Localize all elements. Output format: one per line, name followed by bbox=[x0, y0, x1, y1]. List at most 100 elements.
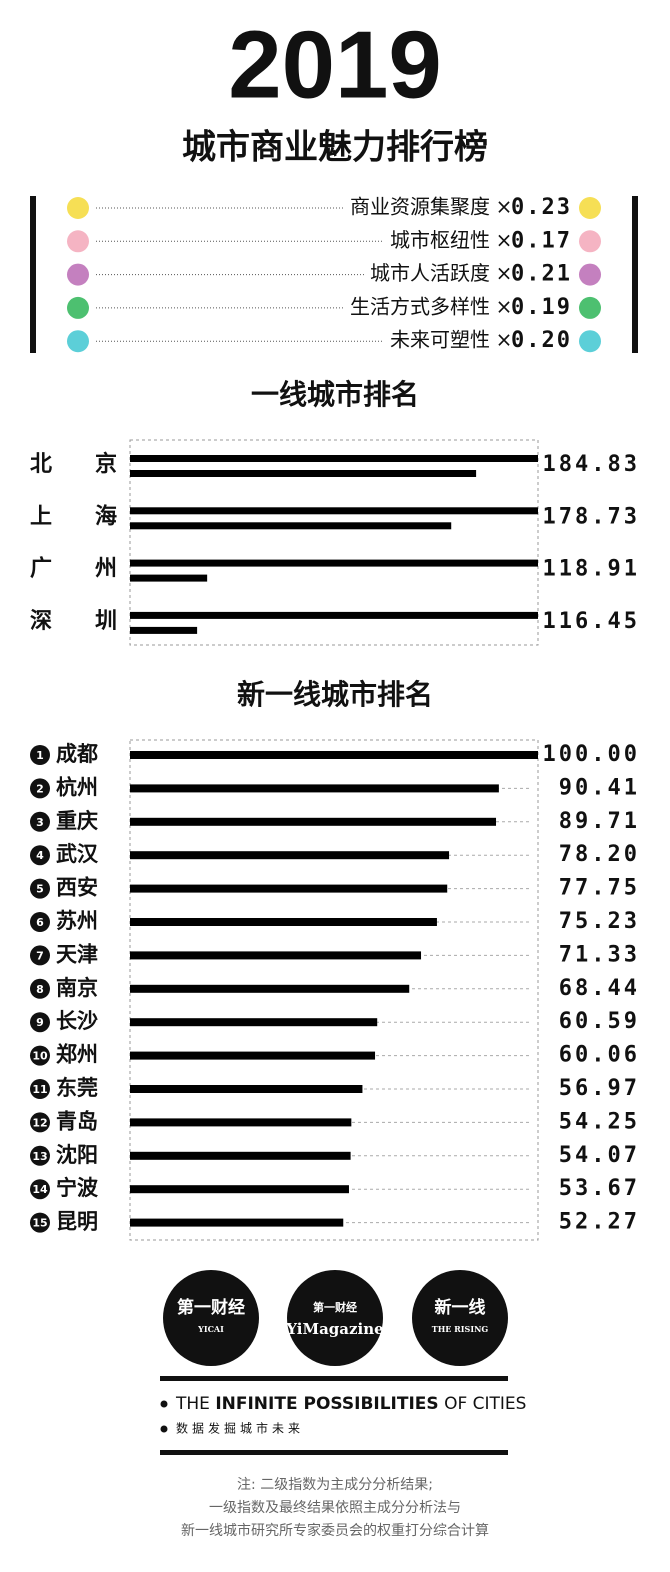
logo-bg bbox=[287, 1270, 383, 1366]
score: 184.83 bbox=[543, 452, 640, 477]
bar bbox=[130, 884, 448, 893]
rank-badge bbox=[30, 1179, 50, 1200]
rank-badge bbox=[30, 1212, 50, 1233]
score: 60.59 bbox=[559, 1009, 640, 1034]
city: 沈阳 bbox=[56, 1143, 98, 1167]
rank: 9 bbox=[36, 1016, 44, 1029]
logo-sub: THE RISING bbox=[432, 1324, 489, 1334]
score: 75.23 bbox=[559, 909, 640, 934]
city: 天津 bbox=[56, 942, 98, 966]
bracket-left bbox=[30, 196, 36, 353]
rule bbox=[160, 1376, 508, 1381]
bar bbox=[130, 1018, 378, 1027]
tagline-part: OF CITIES bbox=[439, 1394, 527, 1414]
city: 广州 bbox=[30, 556, 160, 582]
bar bbox=[130, 507, 538, 515]
factor-label: 生活方式多样性 bbox=[350, 294, 490, 318]
logo-main: 第一财经 bbox=[177, 1297, 245, 1318]
score: 52.27 bbox=[559, 1210, 640, 1235]
rank-badge bbox=[30, 1045, 50, 1066]
score: 116.45 bbox=[543, 609, 640, 634]
rank: 1 bbox=[36, 749, 44, 762]
factor-label: 城市人活跃度 bbox=[370, 261, 490, 285]
score: 60.06 bbox=[559, 1043, 640, 1068]
factor-label: 未来可塑性 bbox=[390, 328, 490, 352]
rank-badge bbox=[30, 745, 50, 765]
bullet bbox=[160, 1400, 168, 1408]
rank-badge bbox=[30, 978, 50, 999]
dot bbox=[579, 230, 601, 253]
city: 东莞 bbox=[56, 1076, 98, 1100]
times: × bbox=[496, 261, 513, 285]
city: 昆明 bbox=[56, 1210, 98, 1234]
logo-bg bbox=[412, 1270, 508, 1366]
city: 西安 bbox=[56, 876, 98, 900]
rank-badge bbox=[30, 1012, 50, 1033]
city: 郑州 bbox=[56, 1043, 98, 1067]
times: × bbox=[496, 228, 513, 252]
weight: 0.19 bbox=[511, 295, 572, 320]
logo-main: 第一财经 bbox=[313, 1300, 357, 1314]
city: 青岛 bbox=[56, 1109, 98, 1133]
weight: 0.17 bbox=[511, 228, 572, 253]
note: 新一线城市研究所专家委员会的权重打分综合计算 bbox=[181, 1522, 489, 1539]
dot bbox=[67, 197, 89, 219]
factor-label: 商业资源集聚度 bbox=[350, 195, 490, 219]
rank: 7 bbox=[36, 949, 44, 962]
weight: 0.23 bbox=[511, 195, 572, 220]
rank: 2 bbox=[36, 782, 44, 795]
dot bbox=[579, 330, 601, 353]
bar bbox=[130, 751, 538, 759]
score: 118.91 bbox=[543, 557, 640, 582]
city: 北京 bbox=[30, 451, 160, 477]
factor-label: 城市枢纽性 bbox=[390, 228, 490, 252]
subline: 数据发掘城市未来 bbox=[176, 1421, 304, 1436]
rank-badge bbox=[30, 945, 50, 966]
city: 杭州 bbox=[56, 775, 98, 799]
times: × bbox=[496, 294, 513, 318]
rank-badge bbox=[30, 1145, 50, 1166]
rank: 8 bbox=[36, 983, 44, 996]
dot bbox=[579, 197, 601, 219]
score: 178.73 bbox=[543, 504, 640, 529]
rank: 15 bbox=[32, 1217, 47, 1230]
rank-badge bbox=[30, 912, 50, 932]
logo-sub: YICAI bbox=[197, 1324, 224, 1334]
city: 南京 bbox=[56, 976, 98, 1000]
city: 上海 bbox=[30, 503, 160, 529]
rank-badge bbox=[30, 878, 50, 899]
tagline: THE INFINITE POSSIBILITIES OF CITIES bbox=[175, 1394, 526, 1414]
tagline-part: THE bbox=[175, 1394, 215, 1414]
rank: 6 bbox=[36, 916, 44, 929]
bar bbox=[130, 1118, 352, 1127]
times: × bbox=[496, 195, 513, 219]
bar bbox=[130, 984, 410, 993]
rank-badge bbox=[30, 1112, 50, 1133]
note: 注: 二级指数为主成分分析结果; bbox=[237, 1477, 433, 1493]
bar bbox=[130, 559, 538, 567]
bar bbox=[130, 851, 450, 860]
score: 56.97 bbox=[559, 1076, 640, 1101]
bar bbox=[130, 1151, 351, 1160]
dot bbox=[67, 263, 89, 286]
rank: 11 bbox=[32, 1083, 47, 1096]
bar bbox=[130, 626, 198, 634]
bar bbox=[130, 1085, 363, 1093]
bar bbox=[130, 574, 208, 582]
city: 宁波 bbox=[56, 1176, 99, 1200]
dot bbox=[67, 296, 89, 319]
weight: 0.21 bbox=[511, 262, 572, 287]
score: 89.71 bbox=[559, 809, 640, 834]
score: 100.00 bbox=[543, 742, 640, 767]
bar bbox=[130, 522, 452, 530]
bar bbox=[130, 1218, 344, 1227]
bar bbox=[130, 817, 497, 826]
rank-badge bbox=[30, 1079, 50, 1099]
logo-bg bbox=[163, 1270, 259, 1366]
city: 深圳 bbox=[30, 609, 160, 634]
rank: 14 bbox=[32, 1183, 48, 1196]
rank-badge bbox=[30, 778, 50, 799]
bar bbox=[130, 1185, 349, 1194]
section-title: 新一线城市排名 bbox=[237, 678, 433, 711]
